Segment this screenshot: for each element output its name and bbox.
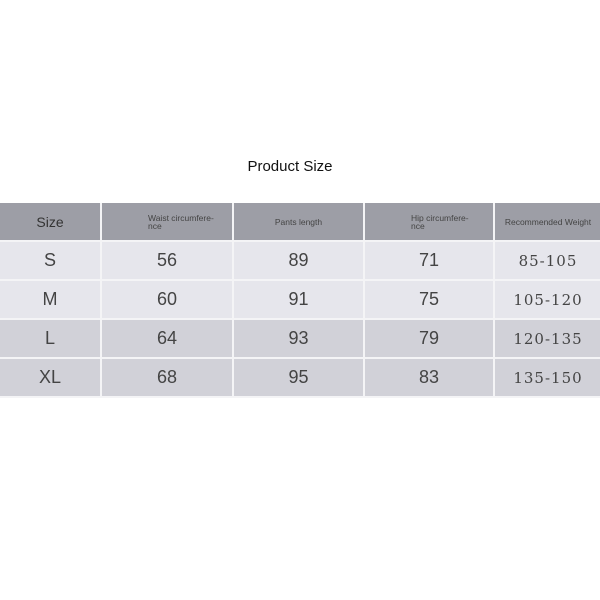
- table-row: M 60 91 75 105-120: [0, 279, 600, 320]
- cell-length: 93: [232, 318, 365, 359]
- table-row: XL 68 95 83 135-150: [0, 357, 600, 398]
- header-waist: Waist circumfere-nce: [100, 203, 234, 242]
- table-row: L 64 93 79 120-135: [0, 318, 600, 359]
- header-hip-line1: Hip circumfere-: [411, 212, 469, 223]
- header-waist-line2: nce: [148, 220, 162, 231]
- cell-length: 89: [232, 240, 365, 281]
- table-header-row: Size Waist circumfere-nce Pants length H…: [0, 203, 600, 242]
- cell-waist: 68: [100, 357, 234, 398]
- header-size: Size: [0, 203, 102, 242]
- table-row: S 56 89 71 85-105: [0, 240, 600, 281]
- cell-waist: 64: [100, 318, 234, 359]
- header-hip-line2: nce: [411, 220, 425, 231]
- header-length: Pants length: [232, 203, 365, 242]
- cell-length: 95: [232, 357, 365, 398]
- cell-waist: 56: [100, 240, 234, 281]
- cell-weight: 85-105: [493, 240, 600, 281]
- cell-weight: 135-150: [493, 357, 600, 398]
- cell-hip: 71: [363, 240, 495, 281]
- cell-hip: 75: [363, 279, 495, 320]
- cell-waist: 60: [100, 279, 234, 320]
- cell-weight: 120-135: [493, 318, 600, 359]
- cell-size: M: [0, 279, 102, 320]
- header-weight: Recommended Weight: [493, 203, 600, 242]
- cell-hip: 79: [363, 318, 495, 359]
- cell-size: XL: [0, 357, 102, 398]
- page-title: Product Size: [247, 158, 333, 175]
- size-table: Size Waist circumfere-nce Pants length H…: [0, 203, 600, 398]
- cell-weight: 105-120: [493, 279, 600, 320]
- cell-size: S: [0, 240, 102, 281]
- cell-hip: 83: [363, 357, 495, 398]
- cell-length: 91: [232, 279, 365, 320]
- header-waist-line1: Waist circumfere-: [148, 212, 214, 223]
- cell-size: L: [0, 318, 102, 359]
- header-hip: Hip circumfere-nce: [363, 203, 495, 242]
